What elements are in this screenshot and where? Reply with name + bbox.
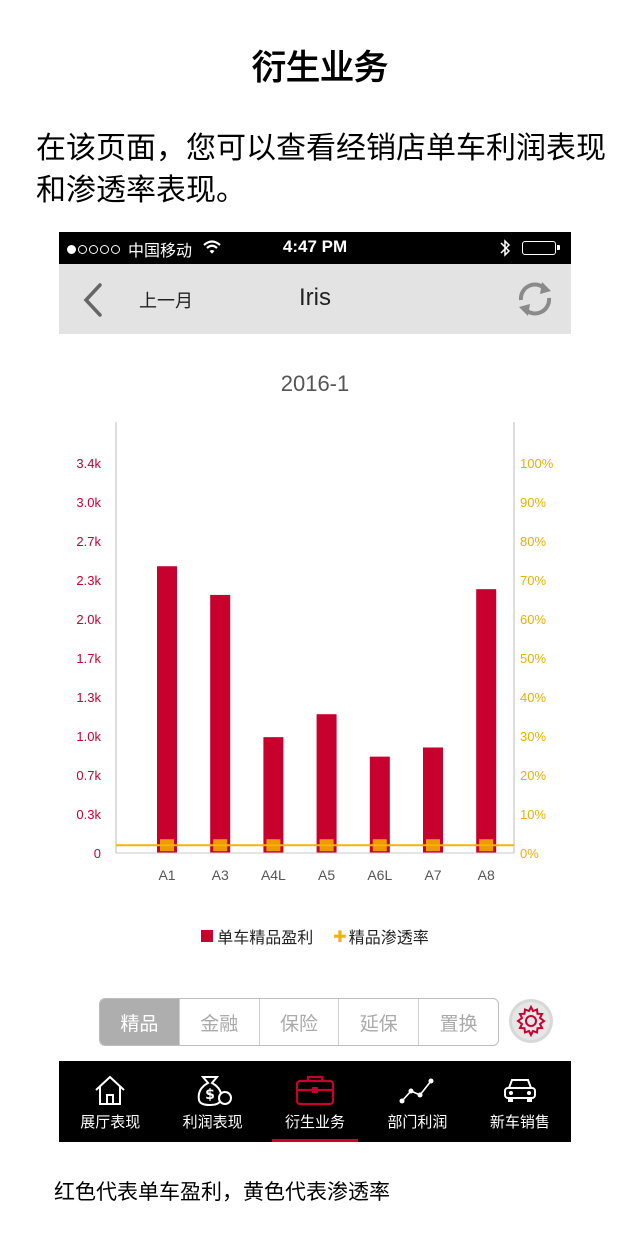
left-tick-label: 1.3k: [76, 690, 101, 705]
right-tick-label: 0%: [520, 846, 539, 861]
signal-dots-icon: [67, 244, 120, 254]
right-tick-label: 20%: [520, 768, 546, 783]
penetration-marker: [426, 839, 440, 852]
profit-bar: [476, 589, 497, 853]
right-tick-label: 100%: [520, 456, 554, 471]
legend-swatch-profit: [201, 930, 214, 942]
profit-bar: [263, 737, 284, 853]
money-bag-icon: $: [197, 1076, 232, 1107]
briefcase-icon: [295, 1075, 335, 1106]
left-tick-label: 2.0k: [76, 612, 101, 627]
penetration-marker: [160, 839, 174, 852]
carrier-group: 中国移动: [67, 237, 222, 261]
tabbar-item-department[interactable]: 部门利润: [366, 1061, 468, 1142]
tab-jingpin[interactable]: 精品: [100, 999, 179, 1045]
refresh-icon[interactable]: [512, 278, 558, 320]
legend-item-profit: 单车精品盈利: [201, 924, 313, 948]
right-tick-label: 40%: [520, 690, 546, 705]
bluetooth-icon: [499, 238, 511, 263]
nav-title: Iris: [299, 284, 331, 311]
right-tick-label: 90%: [520, 495, 546, 510]
plus-icon: ✚: [333, 926, 347, 946]
page-title: 衍生业务: [252, 48, 388, 88]
tab-baoxian[interactable]: 保险: [258, 999, 339, 1045]
tabbar-item-showroom[interactable]: 展厅表现: [59, 1061, 161, 1142]
left-tick-label: 0: [94, 846, 101, 861]
x-tick-label: A6L: [367, 867, 392, 883]
penetration-marker: [479, 839, 494, 852]
chart-title: 2016-1: [280, 371, 350, 396]
phone-screenshot: 中国移动 4:47 PM 上一月 Iris: [59, 232, 571, 1142]
right-tick-label: 10%: [520, 807, 546, 822]
car-icon: [503, 1079, 536, 1102]
x-tick-label: A4L: [261, 867, 286, 883]
tab-yanbao[interactable]: 延保: [338, 999, 418, 1045]
legend-label-profit: 单车精品盈利: [217, 928, 314, 947]
right-tick-label: 50%: [520, 651, 546, 666]
left-tick-label: 2.7k: [76, 534, 101, 549]
right-tick-label: 30%: [520, 729, 546, 744]
profit-bar: [157, 566, 177, 853]
profit-bar: [369, 756, 390, 853]
left-tick-label: 2.3k: [76, 573, 101, 588]
profit-bar: [210, 594, 231, 853]
left-tick-label: 0.3k: [76, 807, 101, 822]
tabbar-label-department: 部门利润: [387, 1113, 448, 1131]
tab-zhihuan[interactable]: 置换: [418, 999, 498, 1045]
tabbar-label-showroom: 展厅表现: [80, 1113, 141, 1131]
chart-legend: 单车精品盈利 ✚ 精品渗透率: [59, 924, 571, 948]
battery-icon: [522, 241, 560, 255]
tabbar-label-derivative: 衍生业务: [285, 1113, 346, 1131]
profit-bar: [423, 747, 443, 853]
chevron-left-icon[interactable]: [81, 282, 105, 318]
gear-icon[interactable]: [507, 997, 555, 1045]
line-chart-icon: [399, 1078, 434, 1104]
tabbar-item-profit[interactable]: $ 利润表现: [161, 1061, 263, 1142]
tabbar-label-newcar: 新车销售: [489, 1113, 550, 1131]
left-tick-label: 0.7k: [76, 768, 101, 783]
svg-text:$: $: [205, 1087, 215, 1103]
bar-chart: 0 0.3k 0.7k 1.0k 1.3k 1.7k 2.0k 2.3k 2.7k 3.0k 3.4…: [76, 422, 554, 883]
x-tick-label: A3: [212, 867, 229, 883]
penetration-marker: [319, 839, 334, 852]
x-tick-label: A1: [158, 867, 175, 883]
previous-month-button[interactable]: 上一月: [139, 291, 193, 312]
intro-text: 在该页面，您可以查看经销店单车利润表现和渗透率表现。: [36, 131, 606, 208]
segment-tabs: 精品 金融 保险 延保 置换: [99, 998, 499, 1046]
bottom-tab-bar: 展厅表现 $ 利润表现 衍生业务: [59, 1061, 571, 1142]
tabbar-item-newcar[interactable]: 新车销售: [469, 1061, 571, 1142]
right-tick-label: 80%: [520, 534, 546, 549]
penetration-marker: [266, 839, 281, 852]
x-tick-label: A5: [318, 867, 335, 883]
house-icon: [95, 1075, 125, 1105]
nav-bar: 上一月 Iris: [59, 264, 571, 334]
status-time: 4:47 PM: [282, 237, 348, 256]
legend-label-penetration: 精品渗透率: [348, 928, 429, 947]
left-tick-label: 1.7k: [76, 651, 101, 666]
penetration-marker: [213, 839, 228, 852]
left-tick-label: 3.4k: [76, 456, 101, 471]
x-tick-label: A7: [424, 867, 441, 883]
tabbar-item-derivative[interactable]: 衍生业务: [264, 1061, 366, 1142]
left-tick-label: 1.0k: [76, 729, 101, 744]
profit-bar: [316, 714, 337, 853]
status-bar: 中国移动 4:47 PM: [59, 232, 571, 264]
right-tick-label: 60%: [520, 612, 546, 627]
penetration-marker: [372, 839, 387, 852]
carrier-name: 中国移动: [128, 241, 193, 260]
legend-item-penetration: ✚ 精品渗透率: [333, 924, 428, 948]
caption-text: 红色代表单车盈利，黄色代表渗透率: [54, 1180, 390, 1204]
wifi-icon: [202, 239, 222, 260]
x-tick-label: A8: [478, 867, 495, 883]
tab-jinrong[interactable]: 金融: [178, 999, 259, 1045]
right-tick-label: 70%: [520, 573, 546, 588]
left-tick-label: 3.0k: [76, 495, 101, 510]
tabbar-label-profit: 利润表现: [182, 1113, 243, 1131]
